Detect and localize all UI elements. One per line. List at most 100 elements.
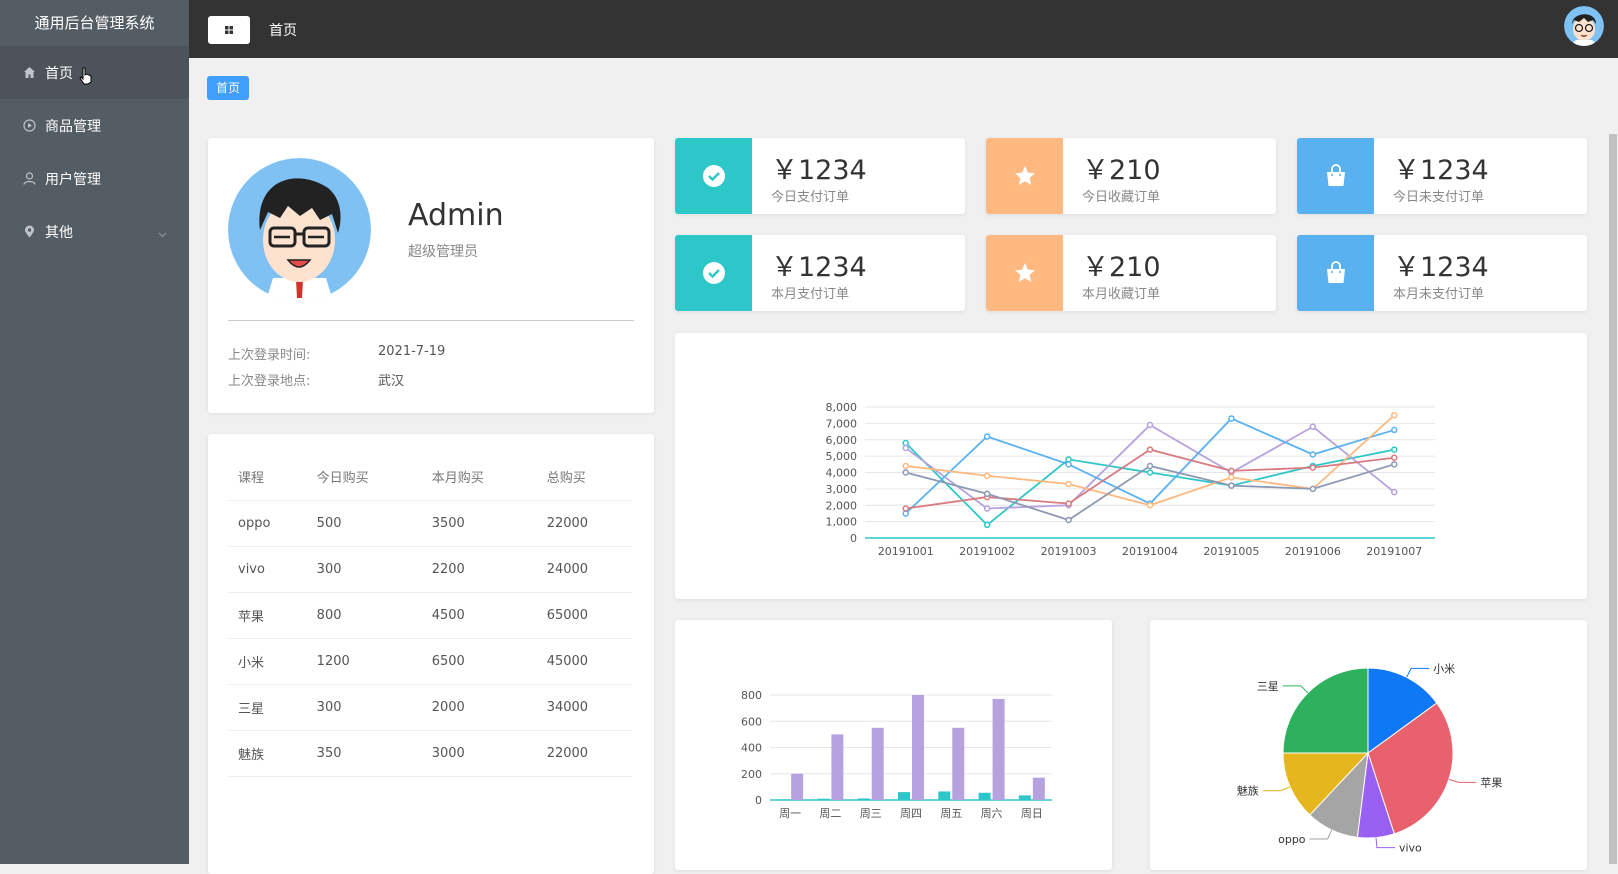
home-icon: [22, 66, 36, 80]
sidebar-item-other[interactable]: 其他: [0, 205, 189, 258]
stat-label: 本月收藏订单: [1082, 287, 1161, 302]
table-cell: 1200: [306, 638, 422, 685]
pie-label: 魅族: [1237, 784, 1259, 798]
sidebar-item-products[interactable]: 商品管理: [0, 99, 189, 152]
grid-icon: [225, 26, 233, 34]
user-icon: [22, 172, 36, 186]
table-cell: 34000: [536, 684, 632, 731]
table-cell: 300: [306, 684, 422, 731]
data-point[interactable]: [1391, 426, 1398, 434]
data-point[interactable]: [902, 469, 909, 476]
data-point[interactable]: [1228, 415, 1235, 422]
data-point[interactable]: [983, 433, 991, 440]
table-header-row: 课程 今日购买 本月购买 总购买: [228, 454, 632, 501]
stat-label: 本月支付订单: [771, 287, 850, 302]
stat-amount: ￥1234: [771, 155, 867, 186]
data-point[interactable]: [1146, 502, 1154, 509]
bar[interactable]: [871, 727, 884, 800]
bar[interactable]: [978, 792, 991, 800]
scrollbar-thumb[interactable]: [1609, 134, 1617, 864]
data-point[interactable]: [983, 521, 991, 529]
bar-chart-card: 0 200 400 600 800 周一 周二 周三 周四 周五 周六 周日: [675, 620, 1112, 870]
sidebar-item-home[interactable]: 首页: [0, 46, 189, 99]
table-cell: 3000: [421, 730, 537, 777]
stat-amount: ￥210: [1082, 252, 1161, 283]
data-point[interactable]: [902, 462, 909, 470]
bar[interactable]: [898, 792, 910, 800]
breadcrumb-tag[interactable]: 首页: [207, 76, 250, 100]
data-point[interactable]: [983, 490, 991, 498]
data-point[interactable]: [1146, 469, 1154, 476]
stat-card-month-paid: ￥1234 本月支付订单: [675, 235, 965, 311]
pie-slice[interactable]: [1367, 702, 1454, 835]
app-title: 通用后台管理系统: [34, 14, 155, 32]
shopping-bag-icon: [1326, 164, 1345, 186]
pie-slice[interactable]: [1367, 667, 1438, 754]
sidebar-item-users[interactable]: 用户管理: [0, 152, 189, 205]
bar[interactable]: [1032, 777, 1045, 800]
pie-label-line: [1262, 786, 1291, 792]
bar[interactable]: [912, 695, 924, 800]
user-name: Admin: [408, 198, 504, 233]
page-scrollbar[interactable]: [1607, 122, 1618, 864]
y-tick-label: 3,000: [826, 483, 858, 496]
last-login-time-label: 上次登录时间:: [228, 348, 311, 363]
data-point[interactable]: [1065, 461, 1072, 468]
x-tick-label: 20191007: [1366, 545, 1422, 558]
bar[interactable]: [777, 799, 790, 800]
pie-label-line: [1406, 667, 1430, 678]
data-point[interactable]: [1309, 464, 1317, 471]
pie-slice[interactable]: [1282, 667, 1369, 754]
data-point[interactable]: [1391, 488, 1398, 496]
avatar[interactable]: [1564, 6, 1604, 46]
collapse-menu-button[interactable]: [208, 16, 250, 44]
sidebar-item-label: 首页: [45, 65, 73, 82]
table-row: 苹果 800 4500 65000: [228, 592, 632, 639]
header-title: 首页: [269, 23, 297, 39]
pie-label-line: [1448, 778, 1477, 783]
data-point[interactable]: [983, 505, 991, 512]
check-circle-icon: [702, 262, 725, 284]
table-row: oppo 500 3500 22000: [228, 500, 632, 547]
line-chart: 0 1,000 2,000 3,000 4,000 5,000 6,000 7,000 8,00…: [826, 401, 1435, 558]
data-point[interactable]: [1309, 423, 1317, 430]
bar[interactable]: [817, 798, 830, 800]
pie-label: 苹果: [1480, 775, 1502, 789]
data-point[interactable]: [1146, 462, 1154, 470]
data-point[interactable]: [1309, 451, 1317, 458]
y-tick-label: 400: [741, 742, 762, 755]
bar[interactable]: [791, 773, 804, 800]
stat-card-today-favorite: ￥210 今日收藏订单: [986, 138, 1276, 214]
stat-label: 今日收藏订单: [1082, 190, 1161, 205]
data-point[interactable]: [1391, 446, 1398, 453]
data-point[interactable]: [1391, 411, 1398, 419]
bar[interactable]: [831, 734, 844, 800]
data-point[interactable]: [1309, 485, 1317, 493]
data-point[interactable]: [1146, 421, 1154, 429]
data-point[interactable]: [1146, 446, 1154, 453]
location-icon: [22, 225, 36, 239]
data-point[interactable]: [1228, 482, 1235, 489]
stat-icon-box: [675, 235, 752, 311]
bar[interactable]: [1018, 795, 1031, 800]
bar[interactable]: [952, 727, 965, 800]
data-point[interactable]: [1391, 454, 1398, 462]
stat-card-month-favorite: ￥210 本月收藏订单: [986, 235, 1276, 311]
bar[interactable]: [857, 798, 870, 800]
data-point[interactable]: [902, 505, 909, 512]
check-circle-icon: [702, 165, 725, 187]
bar[interactable]: [938, 791, 951, 800]
data-point[interactable]: [1228, 467, 1235, 475]
data-point[interactable]: [1065, 516, 1072, 524]
bar[interactable]: [992, 698, 1005, 800]
data-point[interactable]: [983, 472, 991, 480]
stat-amount: ￥1234: [1393, 155, 1489, 186]
data-point[interactable]: [902, 444, 909, 452]
data-point[interactable]: [1228, 474, 1235, 481]
data-point[interactable]: [1391, 461, 1398, 468]
purchase-table: 课程 今日购买 本月购买 总购买 oppo 500 3500 22000 viv…: [228, 454, 632, 777]
data-point[interactable]: [1065, 480, 1072, 488]
data-point[interactable]: [1065, 500, 1072, 507]
stat-card-today-unpaid: ￥1234 今日未支付订单: [1297, 138, 1587, 214]
table-cell: 三星: [228, 684, 307, 731]
